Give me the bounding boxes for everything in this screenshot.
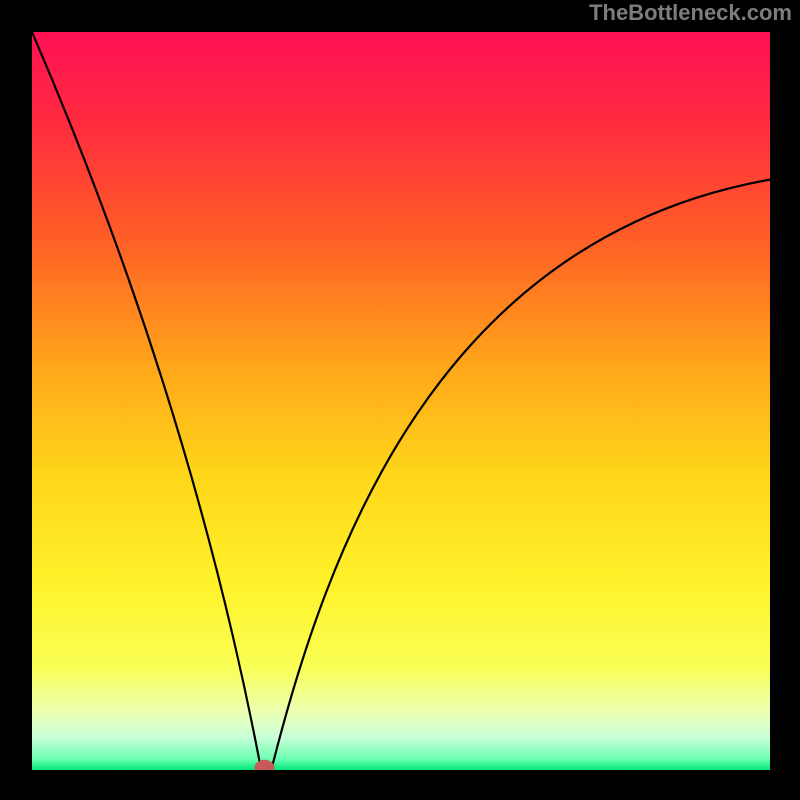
watermark-text: TheBottleneck.com xyxy=(589,0,792,26)
gradient-background xyxy=(32,32,770,770)
plot-area xyxy=(32,32,770,770)
figure-container: TheBottleneck.com xyxy=(0,0,800,800)
chart-svg xyxy=(32,32,770,770)
